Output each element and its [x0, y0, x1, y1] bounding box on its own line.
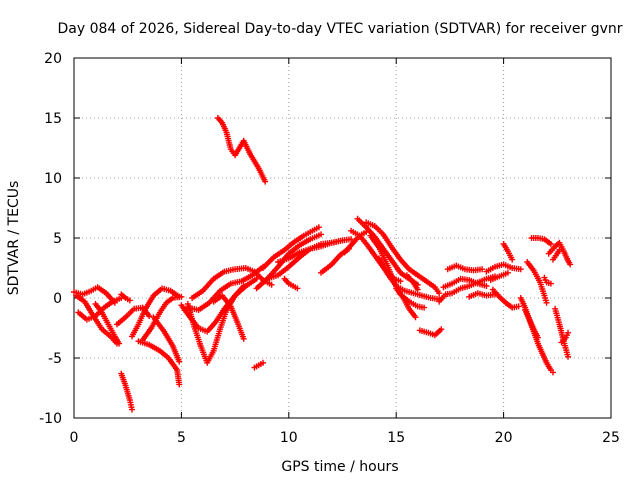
axis-layer: 0 5 10 15 20 25 -10 -5 0 5 10 15 20: [39, 51, 620, 446]
data-point: [315, 224, 322, 231]
x-tick-label: 15: [387, 430, 405, 446]
series-track-51: [558, 329, 572, 346]
series-track-47: [541, 274, 554, 287]
series-track-18: [251, 359, 267, 371]
data-point: [504, 269, 511, 276]
series-track-20: [260, 224, 322, 271]
x-axis-label: GPS time / hours: [281, 459, 398, 475]
series-track-43: [522, 307, 541, 341]
x-tick-label: 5: [177, 430, 186, 446]
x-tick-label: 0: [70, 430, 79, 446]
series-track-33: [416, 326, 445, 339]
data-point: [436, 290, 443, 297]
data-point: [414, 286, 421, 293]
data-point: [268, 281, 275, 288]
y-tick-label: 20: [44, 51, 62, 67]
series-track-45: [528, 235, 554, 247]
data-point: [176, 358, 183, 365]
data-point: [412, 314, 419, 321]
data-point: [126, 297, 133, 304]
data-point: [556, 247, 563, 253]
x-tick-label: 10: [280, 430, 298, 446]
y-tick-label: 5: [53, 231, 62, 247]
series-track-16: [210, 292, 247, 342]
series-track-04: [92, 301, 123, 347]
series-track-11: [150, 314, 183, 365]
series-track-32: [403, 272, 421, 293]
series-track-06: [118, 291, 133, 304]
series-track-44: [524, 259, 550, 306]
data-point: [348, 236, 355, 243]
data-point: [534, 334, 541, 341]
series-track-08: [128, 285, 183, 340]
series-track-48: [545, 239, 574, 268]
data-layer: [71, 115, 574, 413]
series-track-35: [440, 275, 490, 291]
series-track-14: [184, 263, 267, 313]
series-track-39: [487, 269, 511, 283]
y-tick-label: 15: [44, 111, 62, 127]
y-tick-label: -5: [48, 351, 62, 367]
data-point: [543, 299, 550, 306]
data-point: [515, 303, 522, 310]
series-track-03: [71, 284, 118, 306]
data-point: [567, 261, 574, 268]
x-tick-label: 20: [495, 430, 513, 446]
data-point: [176, 381, 183, 388]
series-track-07: [118, 370, 135, 413]
series-track-31: [393, 285, 419, 321]
data-point: [483, 283, 490, 289]
plot-frame: [73, 57, 612, 419]
data-point: [262, 178, 269, 185]
series-track-37: [466, 290, 499, 300]
data-point: [146, 313, 153, 319]
data-point: [479, 266, 486, 273]
data-point: [438, 326, 445, 333]
data-point: [128, 406, 135, 413]
series-track-17: [214, 115, 269, 185]
data-point: [547, 241, 554, 247]
data-point: [397, 278, 404, 285]
data-point: [260, 359, 267, 366]
x-tick-label: 25: [602, 430, 620, 446]
y-tick-label: 10: [44, 171, 62, 187]
data-point: [240, 335, 247, 342]
series-track-50: [552, 305, 572, 360]
data-point: [565, 329, 572, 336]
data-point: [116, 340, 123, 347]
data-point: [111, 299, 118, 306]
data-point: [550, 369, 557, 376]
data-point: [517, 266, 524, 273]
data-point: [294, 285, 301, 292]
series-track-38: [483, 261, 524, 275]
series-track-34: [436, 273, 499, 305]
y-tick-label: 0: [53, 291, 62, 307]
data-point: [509, 256, 516, 263]
y-tick-label: -10: [39, 411, 62, 427]
series-track-41: [500, 241, 516, 263]
series-track-09: [139, 293, 185, 343]
data-point: [178, 293, 185, 300]
series-track-22: [275, 236, 355, 265]
chart-title: Day 084 of 2026, Sidereal Day-to-day VTE…: [57, 21, 622, 37]
data-point: [421, 304, 428, 311]
series-track-40: [489, 286, 522, 311]
series-track-36: [444, 262, 486, 274]
series-track-13: [178, 275, 260, 335]
data-point: [565, 353, 572, 360]
series-track-10: [135, 338, 183, 388]
series-track-46: [539, 350, 557, 376]
series-track-49: [550, 247, 563, 263]
y-axis-label: SDTVAR / TECUs: [6, 181, 22, 296]
data-point: [318, 231, 325, 238]
series-track-23: [281, 275, 301, 292]
data-point: [547, 280, 554, 287]
series-track-28: [363, 219, 443, 297]
